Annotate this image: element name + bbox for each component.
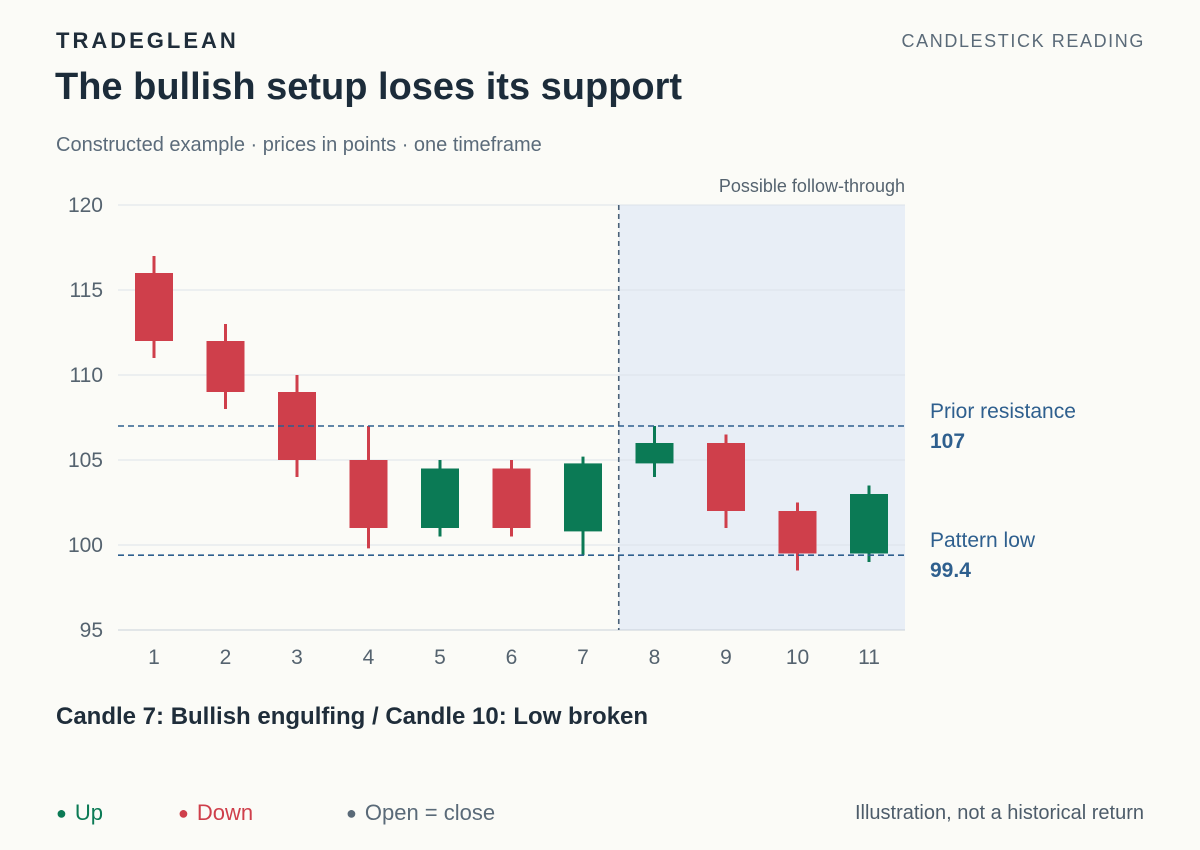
brand-logo: TRADEGLEAN: [56, 28, 239, 53]
candle-11: [850, 485, 888, 562]
x-tick-label: 8: [649, 646, 661, 669]
legend-flat-marker: ●: [346, 803, 357, 823]
legend-down-marker: ●: [178, 803, 189, 823]
legend-flat: ● Open = close: [346, 800, 495, 826]
candle-body: [421, 468, 459, 528]
page-subtitle: Constructed example · prices in points ·…: [56, 134, 542, 156]
candle-body: [206, 341, 245, 392]
footnote: Illustration, not a historical return: [854, 802, 1144, 824]
x-tick-label: 5: [434, 646, 446, 669]
legend-up-label: Up: [74, 800, 103, 825]
candle-body: [135, 273, 173, 341]
candle-body: [635, 443, 674, 464]
legend-up-marker: ●: [56, 803, 67, 823]
candle-1: [135, 256, 173, 358]
x-tick-label: 4: [363, 646, 375, 669]
candle-body: [850, 494, 888, 554]
x-tick-label: 10: [786, 646, 809, 669]
x-tick-label: 1: [148, 646, 160, 669]
candle-7: [564, 456, 602, 556]
x-tick-label: 2: [220, 646, 232, 669]
follow-through-label: Possible follow-through: [719, 176, 905, 196]
chart-caption: Candle 7: Bullish engulfing / Candle 10:…: [56, 703, 649, 730]
y-tick-label: 105: [68, 449, 103, 472]
candle-6: [492, 460, 531, 537]
candle-8: [635, 426, 674, 477]
y-tick-label: 95: [80, 619, 103, 642]
candle-10: [778, 502, 817, 571]
follow-through-region: [618, 205, 905, 630]
x-tick-label: 3: [291, 646, 303, 669]
candle-2: [206, 324, 245, 409]
y-tick-label: 115: [70, 279, 103, 302]
y-tick-label: 110: [70, 364, 103, 387]
candle-body: [778, 511, 817, 554]
legend-down-label: Down: [196, 800, 254, 825]
candle-body: [707, 443, 745, 511]
candle-5: [421, 460, 459, 537]
legend-flat-label: Open = close: [364, 800, 496, 825]
x-tick-label: 7: [577, 646, 589, 669]
reference-line-value: 99.4: [930, 559, 971, 582]
candle-body: [564, 463, 602, 532]
section-kicker: CANDLESTICK READING: [901, 31, 1145, 51]
y-tick-label: 100: [68, 534, 103, 557]
reference-line-label: Pattern low: [930, 529, 1036, 552]
x-tick-label: 11: [858, 646, 880, 669]
candle-4: [349, 426, 388, 549]
y-tick-label: 120: [68, 194, 103, 217]
legend-up: ● Up: [56, 800, 103, 826]
candle-9: [707, 434, 745, 528]
reference-line-value: 107: [930, 430, 965, 453]
x-tick-label: 9: [720, 646, 732, 669]
candle-body: [349, 460, 388, 528]
page-title: The bullish setup loses its support: [55, 66, 683, 108]
legend-down: ● Down: [178, 800, 253, 826]
reference-line-label: Prior resistance: [930, 400, 1076, 423]
x-tick-label: 6: [506, 646, 518, 669]
candle-body: [492, 468, 531, 528]
